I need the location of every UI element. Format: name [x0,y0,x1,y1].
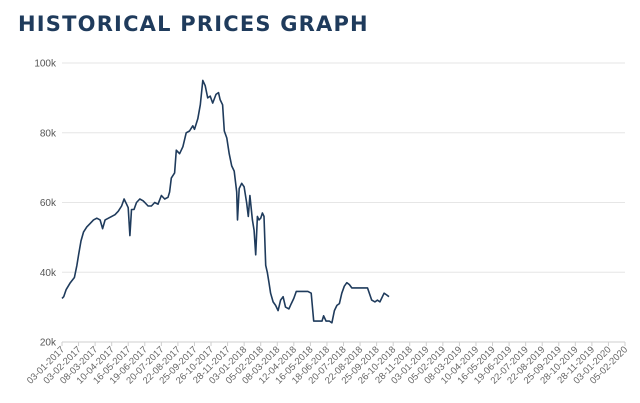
y-axis-ticks: 20k 40k 60k 80k 100k [34,59,57,349]
y-tick-label: 60k [40,198,57,209]
price-series-line [61,79,390,324]
y-tick-label: 40k [40,268,57,279]
y-tick-label: 20k [40,338,57,349]
y-tick-label: 80k [40,128,57,139]
gridlines [62,62,625,343]
y-tick-label: 100k [34,59,57,70]
chart-title: HISTORICAL PRICES GRAPH [18,12,369,36]
x-axis-ticks: 03-01-201703-02-201708-03-201710-04-2017… [25,342,630,386]
